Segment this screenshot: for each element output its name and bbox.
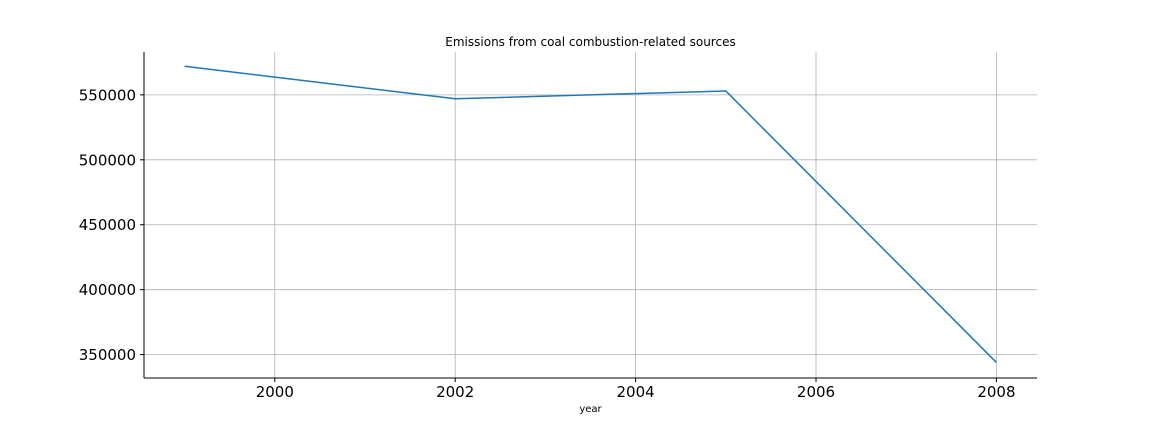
x-tick-label: 2002 xyxy=(436,383,474,401)
x-tick-label: 2008 xyxy=(977,383,1015,401)
series-line xyxy=(184,65,997,363)
y-tick-label: 350000 xyxy=(79,346,136,364)
y-tick-label: 400000 xyxy=(79,281,136,299)
x-tick-label: 2000 xyxy=(256,383,294,401)
x-tick-label: 2004 xyxy=(617,383,655,401)
grid xyxy=(144,52,1037,378)
x-tick-label: 2006 xyxy=(797,383,835,401)
axis-ticks: 2000 2002 2004 2006 2008 350000 400000 450000 50… xyxy=(79,86,1016,401)
x-axis-label: year xyxy=(579,404,602,415)
y-tick-label: 450000 xyxy=(79,216,136,234)
axes-spines xyxy=(143,52,1037,379)
chart-title: Emissions from coal combustion-related s… xyxy=(445,35,735,49)
y-tick-label: 500000 xyxy=(79,151,136,169)
series-layer xyxy=(184,65,997,363)
y-tick-label: 550000 xyxy=(79,86,136,104)
